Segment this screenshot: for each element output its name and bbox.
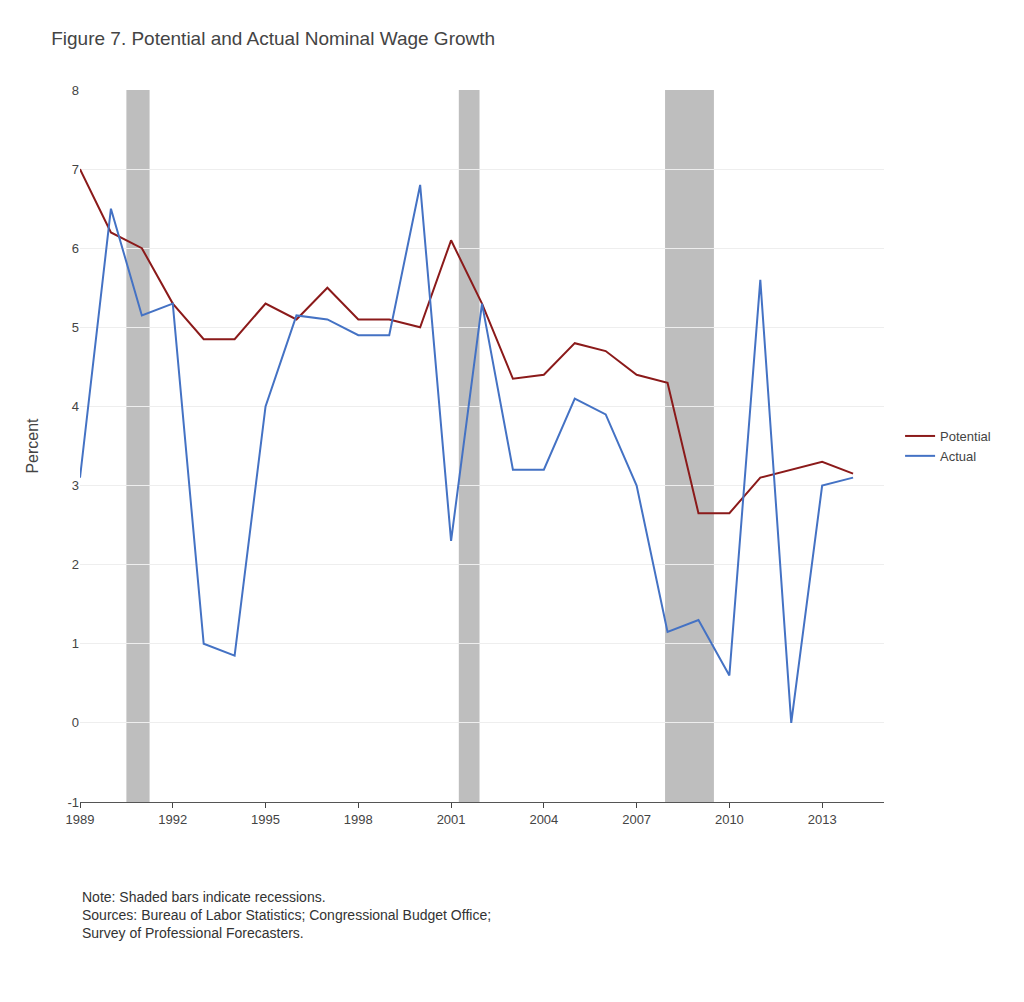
svg-text:2004: 2004 <box>529 812 558 827</box>
svg-text:7: 7 <box>72 162 79 177</box>
svg-text:4: 4 <box>72 399 79 414</box>
svg-text:6: 6 <box>72 241 79 256</box>
svg-text:Potential: Potential <box>940 429 991 444</box>
svg-text:1989: 1989 <box>66 812 95 827</box>
svg-text:5: 5 <box>72 320 79 335</box>
svg-text:1: 1 <box>72 636 79 651</box>
svg-text:8: 8 <box>72 83 79 98</box>
svg-text:2007: 2007 <box>622 812 651 827</box>
svg-text:2010: 2010 <box>715 812 744 827</box>
svg-text:2: 2 <box>72 557 79 572</box>
svg-text:-1: -1 <box>67 795 79 810</box>
svg-text:Percent: Percent <box>24 418 41 474</box>
svg-text:1995: 1995 <box>251 812 280 827</box>
svg-text:2013: 2013 <box>808 812 837 827</box>
svg-text:Figure 7. Potential and Actual: Figure 7. Potential and Actual Nominal W… <box>51 28 495 49</box>
svg-text:Note: Shaded bars indicate rec: Note: Shaded bars indicate recessions.So… <box>82 889 491 941</box>
svg-text:0: 0 <box>72 715 79 730</box>
svg-text:1998: 1998 <box>344 812 373 827</box>
svg-text:1992: 1992 <box>158 812 187 827</box>
svg-text:3: 3 <box>72 478 79 493</box>
svg-text:2001: 2001 <box>437 812 466 827</box>
svg-text:Actual: Actual <box>940 449 976 464</box>
